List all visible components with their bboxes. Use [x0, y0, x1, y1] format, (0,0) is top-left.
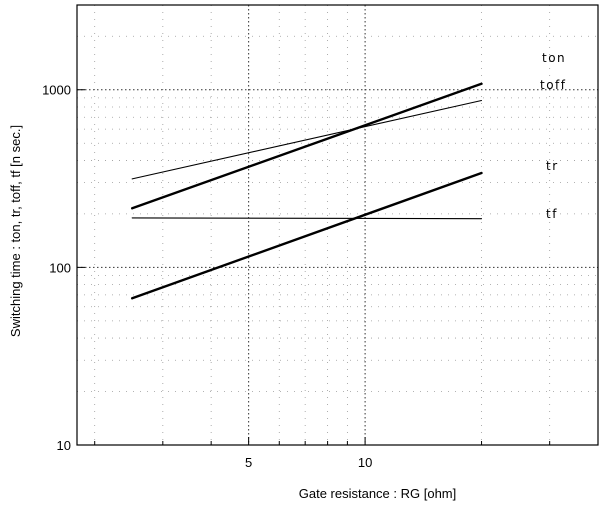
y-tick-label: 100 [49, 260, 71, 275]
series-lines [130, 82, 483, 300]
series-labels: ton toff tr tf [540, 51, 567, 221]
grid [77, 5, 598, 445]
axis-ticks: 5 10 10 100 1000 [42, 83, 551, 470]
x-tick-label: 5 [245, 455, 252, 470]
series-line-ton [130, 82, 483, 210]
x-tick-label: 10 [358, 455, 372, 470]
y-tick-label: 1000 [42, 83, 71, 98]
series-label-tf: tf [546, 207, 558, 221]
series-label-toff: toff [540, 78, 567, 92]
y-axis-title: Switching time : ton, tr, toff, tf [n se… [8, 125, 23, 337]
series-line-toff [131, 99, 483, 180]
series-label-tr: tr [546, 159, 559, 173]
series-line-tf [131, 217, 483, 220]
series-label-ton: ton [542, 51, 566, 65]
y-tick-label: 10 [57, 438, 71, 453]
x-axis-title: Gate resistance : RG [ohm] [299, 486, 457, 501]
plot-frame [76, 4, 599, 446]
series-line-tr [130, 171, 483, 300]
